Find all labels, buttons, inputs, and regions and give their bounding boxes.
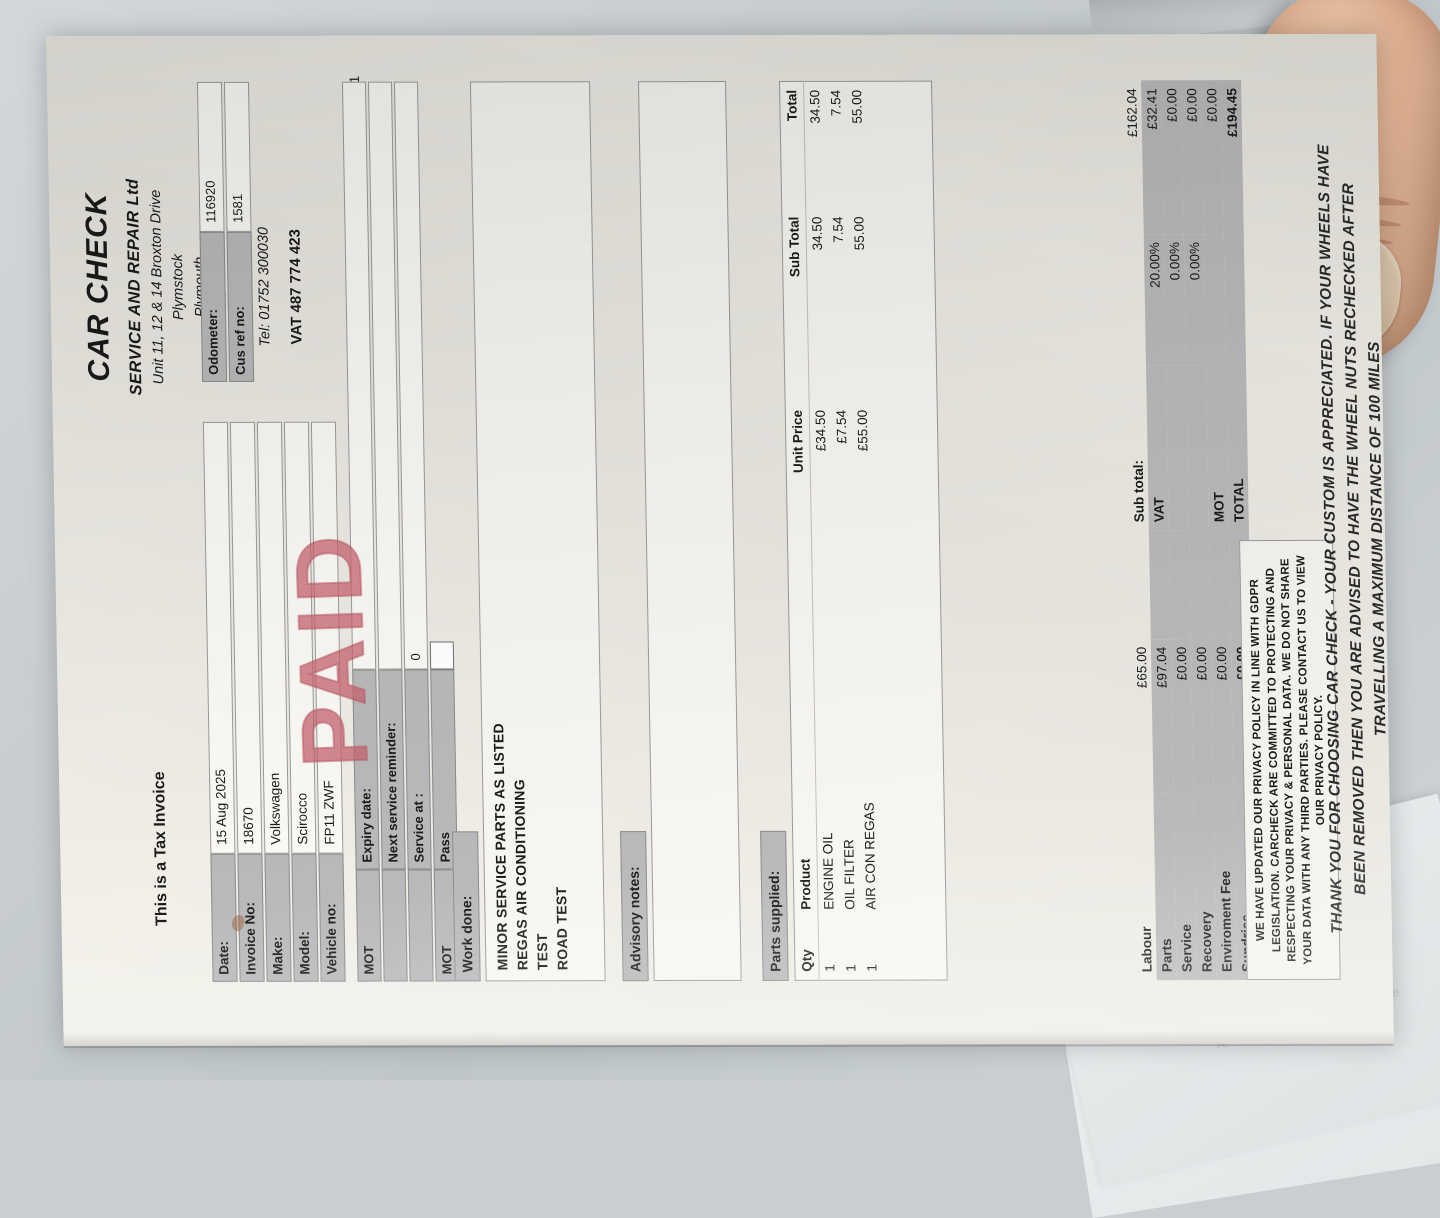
totals-spacer-5: [1208, 530, 1231, 639]
work-done-section: Work done: MINOR SERVICE PARTS AS LISTED…: [439, 81, 606, 982]
labour-amount: £65.00: [1133, 646, 1150, 689]
mot-total-amount: £0.00: [1201, 80, 1224, 235]
cell-qty: 1: [864, 964, 880, 972]
mot-total-pct: [1203, 233, 1227, 366]
mot-label: MOT: [355, 869, 382, 982]
sheet-edge-shadow: [63, 1029, 1394, 1049]
recovery-amount: £0.00: [1190, 638, 1214, 793]
parts-supplied-section: Parts supplied: Qty Product Unit Price S…: [747, 80, 948, 981]
cus-ref-row: Cus ref no: 1581: [223, 81, 255, 382]
col-total: Total: [779, 81, 806, 209]
odometer-label: Odometer:: [199, 231, 228, 382]
advisory-notes-heading: Advisory notes:: [620, 831, 649, 982]
make-label: Make:: [264, 853, 292, 982]
tax2-amount: £0.00: [1161, 80, 1184, 235]
grand-total-label: TOTAL: [1226, 365, 1249, 531]
tax-invoice-label: This is a Tax Invoice: [150, 771, 171, 926]
invoice-sheet: CAR CHECK SERVICE AND REPAIR Ltd Unit 11…: [46, 33, 1394, 1049]
advisory-notes-section: Advisory notes:: [607, 81, 742, 982]
vat-amount: £32.41: [1141, 80, 1164, 235]
mot-blank-label-2: [407, 869, 434, 982]
totals-table: Labour £65.00 Sub total: £162.04 Parts £…: [1121, 80, 1257, 981]
totals-spacer-3: [1168, 530, 1191, 639]
invoice-details-block: Date: 15 Aug 2025 Invoice No: 18670 Make…: [202, 421, 348, 982]
col-sub-total: Sub Total: [781, 208, 810, 403]
cell-total: 7.54: [828, 89, 844, 117]
meta-block: Odometer: 116920 Cus ref no: 1581: [196, 81, 256, 382]
cell-total: 34.50: [807, 89, 823, 124]
invoice-photo: CAR CHECK SERVICE AND REPAIR Ltd Unit 11…: [46, 33, 1394, 1049]
cell-qty: 1: [822, 964, 838, 972]
totals-spacer-2: [1148, 530, 1171, 639]
service-at-label: Service at :: [404, 669, 432, 870]
totals-spacer-4: [1188, 530, 1211, 639]
cell-total: 55.00: [849, 89, 865, 124]
vat-pct: 20.00%: [1143, 234, 1167, 366]
service-amount: £0.00: [1170, 638, 1194, 793]
grand-total-pct: [1223, 233, 1247, 366]
subtotal-amount: £162.04: [1123, 88, 1140, 138]
work-done-heading: Work done:: [452, 831, 481, 982]
parts-amount: £97.04: [1150, 638, 1174, 793]
subtotal-pct: [1124, 234, 1146, 365]
mot-expiry-label: Expiry date:: [352, 669, 380, 870]
totals-section: Labour £65.00 Sub total: £162.04 Parts £…: [1121, 80, 1257, 981]
tax3-pct: 0.00%: [1183, 234, 1207, 366]
parts-supplied-heading: Parts supplied:: [760, 830, 789, 981]
col-unit-price: Unit Price: [785, 402, 813, 602]
vehicle-no-label: Vehicle no:: [318, 853, 346, 982]
parts-table: Qty Product Unit Price Sub Total Total 1…: [778, 80, 948, 981]
odometer-row: Odometer: 116920: [196, 81, 228, 382]
grand-total-amount: £194.45: [1221, 80, 1244, 234]
company-name: CAR CHECK: [79, 192, 117, 382]
cus-ref-label: Cus ref no:: [226, 231, 255, 382]
odometer-value: 116920: [196, 81, 225, 232]
totals-spacer: [1129, 530, 1151, 639]
model-label: Model:: [291, 853, 319, 982]
col-qty: Qty: [794, 917, 820, 981]
tax3-amount: £0.00: [1181, 80, 1204, 235]
work-done-body: MINOR SERVICE PARTS AS LISTED REGAS AIR …: [469, 81, 606, 982]
vehicle-no-value: FP11 ZWF: [310, 421, 344, 854]
next-service-reminder-label: Next service reminder:: [378, 669, 406, 870]
environment-fee-amount: £0.00: [1210, 638, 1234, 793]
mot-blank-label: [381, 869, 408, 982]
tax2-pct: 0.00%: [1163, 234, 1187, 366]
cus-ref-value: 1581: [223, 81, 252, 232]
cell-qty: 1: [843, 964, 859, 972]
advisory-notes-body: [637, 81, 742, 982]
